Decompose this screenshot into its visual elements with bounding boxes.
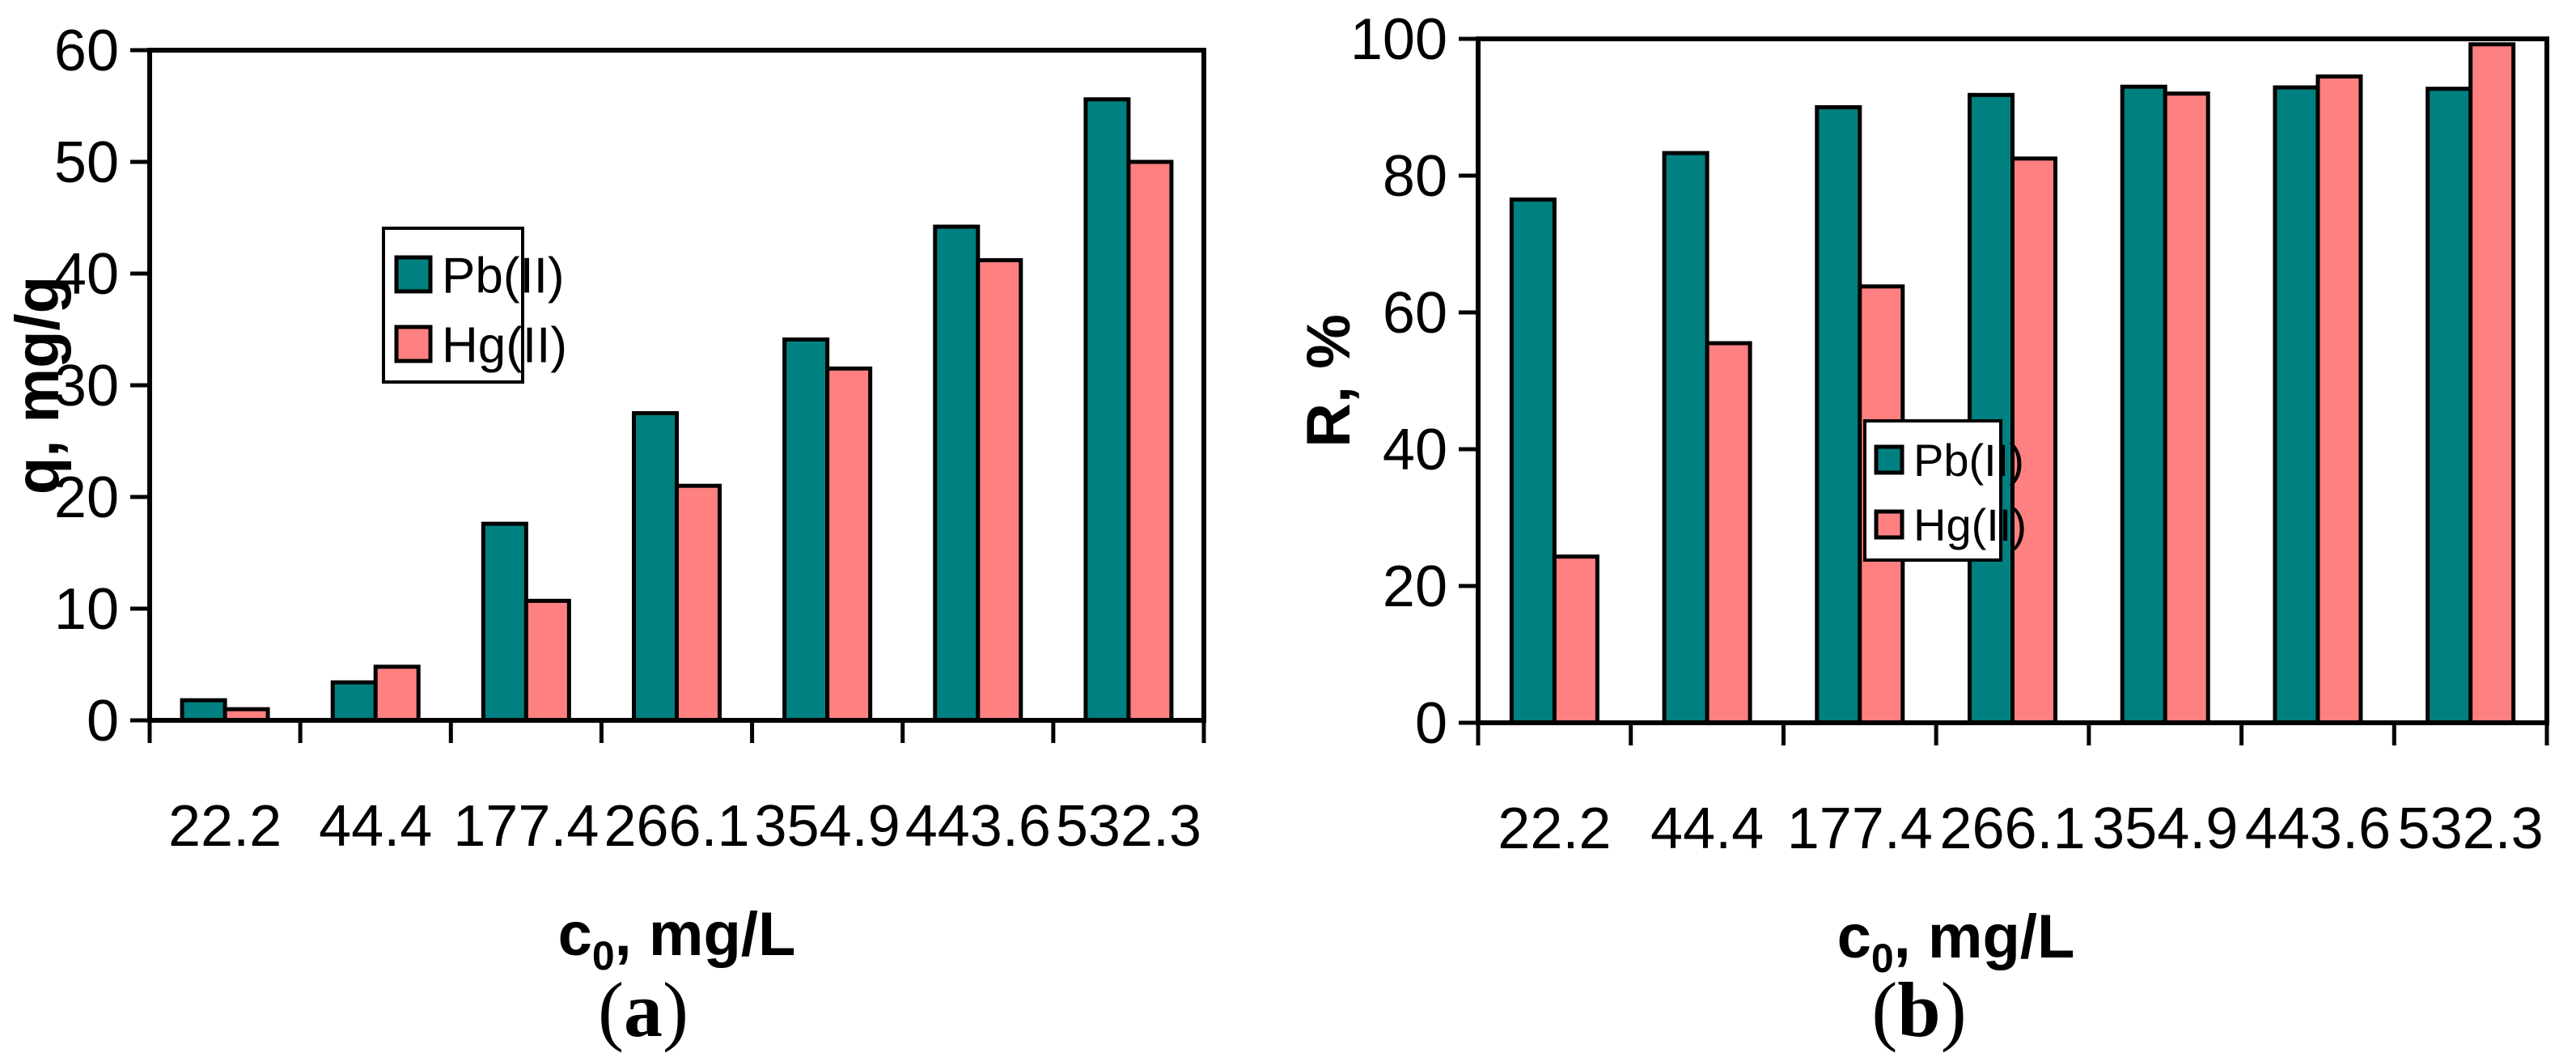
bar-hgii-266.1 — [2010, 156, 2057, 725]
bar-hgii-532.3 — [1126, 159, 1174, 723]
plot-border — [147, 48, 1206, 723]
bar-pbii-443.6 — [2273, 85, 2320, 725]
bar-hgii-44.4 — [1705, 341, 1752, 725]
panel-caption-b: (b) — [1871, 971, 1966, 1049]
legend-swatch-pbii — [394, 255, 433, 294]
bar-pbii-354.9 — [2120, 84, 2167, 725]
y-tick-label: 60 — [54, 19, 119, 83]
x-tick-label: 44.4 — [319, 794, 432, 859]
bar-pbii-44.4 — [1662, 151, 1710, 725]
x-tick-label: 443.6 — [2245, 796, 2391, 861]
legend-swatch-hgii — [1874, 509, 1904, 540]
y-tick-label: 20 — [54, 465, 119, 530]
bar-hgii-443.6 — [2315, 74, 2363, 725]
legend-swatch-hgii — [394, 325, 433, 363]
y-tick-label: 20 — [1383, 554, 1447, 619]
paren-close: ) — [1940, 966, 1967, 1053]
y-tick-label: 30 — [54, 354, 119, 418]
y-tick-label: 100 — [1350, 7, 1447, 72]
panel-letter-b: b — [1897, 966, 1941, 1053]
x-axis-title: c0, mg/L — [1837, 902, 2075, 981]
legend-label-pbii: Pb(II) — [1913, 435, 2024, 486]
y-tick-label: 60 — [1383, 281, 1447, 346]
panel-caption-a: (a) — [598, 971, 688, 1049]
legend-swatch-pbii — [1874, 444, 1904, 475]
x-tick-label: 354.9 — [2092, 796, 2238, 861]
y-tick-label: 40 — [1383, 418, 1447, 482]
legend-label-hgii: Hg(II) — [1913, 499, 2027, 550]
paren-close: ) — [663, 966, 688, 1053]
bar-pbii-177.4 — [1815, 105, 1862, 725]
bar-pbii-266.1 — [632, 411, 679, 723]
panel-letter-a: a — [624, 966, 663, 1053]
x-tick-label: 22.2 — [168, 794, 282, 859]
y-tick-label: 50 — [54, 130, 119, 195]
x-tick-label: 354.9 — [755, 794, 900, 859]
y-axis-title: R, % — [1294, 314, 1363, 448]
bar-hgii-354.9 — [2163, 91, 2210, 725]
bar-pbii-266.1 — [1968, 92, 2015, 725]
bar-pbii-532.3 — [2426, 87, 2473, 725]
x-tick-label: 22.2 — [1498, 796, 1611, 861]
paren-open: ( — [1871, 966, 1898, 1053]
y-tick-label: 10 — [54, 577, 119, 642]
bar-hgii-354.9 — [825, 366, 873, 723]
x-tick-label: 177.4 — [1787, 796, 1933, 861]
bar-hgii-44.4 — [373, 664, 421, 723]
y-axis-title: q, mg/g — [3, 276, 72, 495]
legend-label-hgii: Hg(II) — [442, 317, 567, 373]
x-tick-label: 532.3 — [2398, 796, 2544, 861]
bar-hgii-266.1 — [675, 483, 722, 723]
x-tick-label: 44.4 — [1650, 796, 1764, 861]
y-tick-label: 80 — [1383, 144, 1447, 209]
x-axis-title: c0, mg/L — [558, 900, 796, 979]
bar-hgii-532.3 — [2468, 42, 2516, 725]
y-tick-label: 0 — [1415, 691, 1447, 756]
bar-hgii-22.2 — [1552, 554, 1599, 725]
y-tick-label: 40 — [54, 242, 119, 307]
x-tick-label: 443.6 — [905, 794, 1051, 859]
x-tick-label: 266.1 — [604, 794, 749, 859]
legend-label-pbii: Pb(II) — [442, 248, 565, 304]
x-tick-label: 177.4 — [453, 794, 599, 859]
x-tick-label: 266.1 — [1939, 796, 2085, 861]
bar-pbii-22.2 — [1509, 197, 1557, 725]
plot-border — [1476, 36, 2549, 725]
y-tick-label: 0 — [87, 689, 119, 754]
paren-open: ( — [598, 966, 624, 1053]
bar-pbii-177.4 — [481, 521, 528, 723]
x-tick-label: 532.3 — [1056, 794, 1201, 859]
